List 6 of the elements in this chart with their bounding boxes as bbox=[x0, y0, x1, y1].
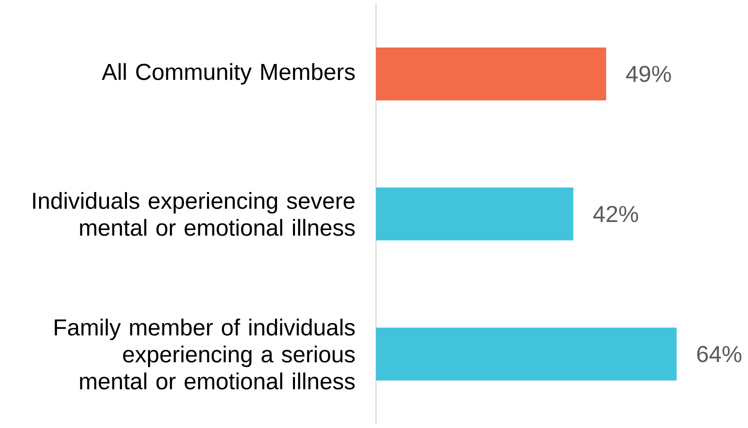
data-label: 64% bbox=[697, 346, 742, 362]
y-tick-label: Family member of individuals experiencing a serious mental or emotional illness bbox=[54, 318, 355, 390]
y-tick-label: Individuals experiencing severe mental or emotional illness bbox=[33, 192, 355, 236]
data-label: 49% bbox=[626, 66, 671, 82]
data-label: 42% bbox=[593, 206, 638, 222]
y-tick-label: All Community Members bbox=[102, 63, 355, 85]
